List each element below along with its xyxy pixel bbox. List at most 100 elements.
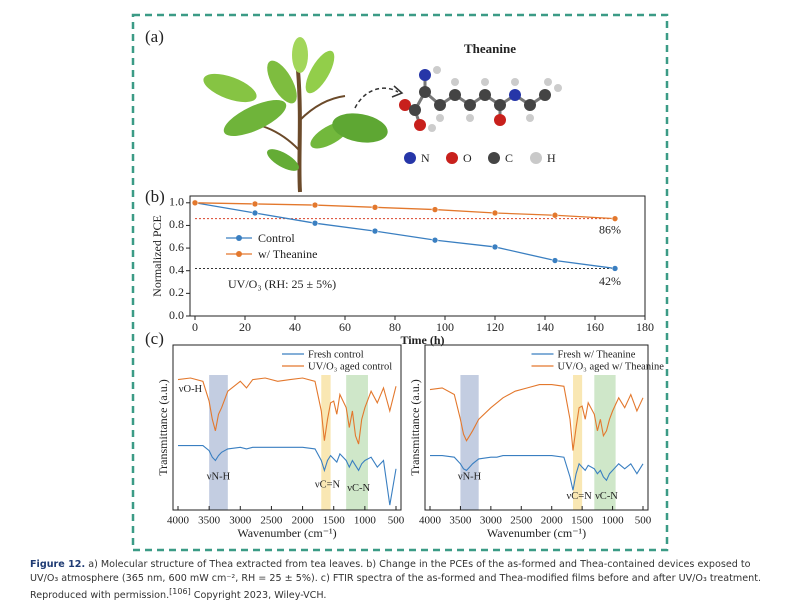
spectrum-line [178,445,397,506]
series-marker [611,265,619,272]
x-axis-label: Wavenumber (cm⁻¹) [487,526,586,540]
reference-label: 42% [599,274,621,288]
peak-annotation: νN-H [458,471,482,482]
x-tick-label: 20 [239,320,251,334]
x-tick-label: 2500 [260,515,283,527]
y-axis-label: Transmittance (a.u.) [408,379,422,476]
x-tick-label: 2500 [510,515,533,527]
x-axis-label: Wavenumber (cm⁻¹) [237,526,336,540]
molecule [399,66,562,132]
band [573,375,583,510]
series-line [194,202,616,270]
legend-label: UV/O₃ aged w/ Theanine [558,361,665,372]
series-marker [251,209,259,217]
x-tick-label: 160 [586,320,604,334]
caption: Figure 12. a) Molecular structure of The… [30,558,775,603]
x-axis-label: Time (h) [400,333,444,347]
figure: (a) Theanine [131,13,669,552]
legend-label: w/ Theanine [258,247,317,261]
band [321,375,331,510]
x-tick-label: 140 [536,320,554,334]
band [346,375,368,510]
annotation: UV/O₃ (RH: 25 ± 5%) [228,277,336,291]
band [209,375,228,510]
y-tick-label: 1.0 [169,195,184,209]
series-marker [251,200,259,208]
x-tick-label: 40 [289,320,301,334]
atom-swatch [530,152,542,164]
x-tick-label: 120 [486,320,504,334]
x-tick-label: 4000 [167,515,190,527]
spectrum-line [430,455,644,491]
series-marker [551,257,559,264]
atom-label: O [463,151,472,165]
y-tick-label: 0.6 [169,240,184,254]
y-tick-label: 0.4 [169,262,184,276]
series-line [194,202,616,220]
series-marker [311,201,319,209]
series-marker [371,227,379,235]
x-tick-label: 500 [388,515,405,527]
tea-plant [203,37,388,193]
x-tick-label: 100 [436,320,454,334]
x-tick-label: 4000 [419,515,442,527]
x-tick-label: 3000 [480,515,503,527]
charts: (b) 0 20 40 60 80 100 120 140 160 180 0.0 0.2 0.4 0.6 0… [145,187,664,540]
x-tick-label: 3500 [449,515,472,527]
x-tick-label: 1500 [323,515,346,527]
caption-label: Figure 12. [30,559,86,570]
x-tick-label: 500 [635,515,652,527]
x-tick-label: 3000 [229,515,252,527]
plot-frame [189,195,646,317]
peak-annotation: νC-N [595,491,618,502]
series-marker [191,199,199,207]
plot-frame [172,344,402,511]
panel-label: (b) [145,187,165,206]
reference-label: 86% [599,222,621,236]
molecule-title: Theanine [464,41,516,56]
y-tick-label: 0.0 [169,308,184,322]
atom-swatch [404,152,416,164]
legend-label: Fresh w/ Theanine [558,349,636,360]
legend-label: Control [258,231,295,245]
x-tick-label: 80 [389,320,401,334]
legend-marker [236,251,242,257]
atom-swatch [446,152,458,164]
series-marker [431,206,439,213]
atom-swatch [488,152,500,164]
peak-annotation: νC=N [566,491,592,502]
series-marker [611,215,619,222]
figure-border [131,13,669,552]
x-tick-label: 2000 [292,515,315,527]
panel-label: (a) [145,27,164,46]
series-marker [311,219,319,227]
caption-text: a) Molecular structure of Thea extracted… [30,559,762,602]
legend-label: Fresh control [308,349,364,360]
arrow-head [391,85,404,98]
spectrum-line [429,384,644,451]
x-tick-label: 1500 [571,515,594,527]
x-tick-label: 1000 [602,515,625,527]
y-tick-label: 0.8 [169,217,184,231]
legend-label: UV/O₃ aged control [308,361,392,372]
peak-annotation: νC=N [315,480,341,491]
x-tick-label: 2000 [541,515,564,527]
caption-copyright: Copyright 2023, Wiley-VCH. [193,590,327,602]
arrow [354,87,399,109]
peak-annotation: νC-N [347,483,370,494]
panel-label: (c) [145,329,164,348]
band [460,375,479,510]
series-marker [431,236,439,244]
x-tick-label: 0 [192,320,198,334]
band [594,375,616,510]
x-tick-label: 3500 [198,515,221,527]
caption-ref: [106] [169,587,191,596]
series-marker [491,209,499,217]
series-marker [371,204,379,211]
atom-label: H [547,151,556,165]
y-axis-label: Normalized PCE [150,215,164,297]
peak-annotation: νN-H [207,471,231,482]
peak-annotation: νO-H [179,384,203,395]
plot-frame [424,344,649,511]
